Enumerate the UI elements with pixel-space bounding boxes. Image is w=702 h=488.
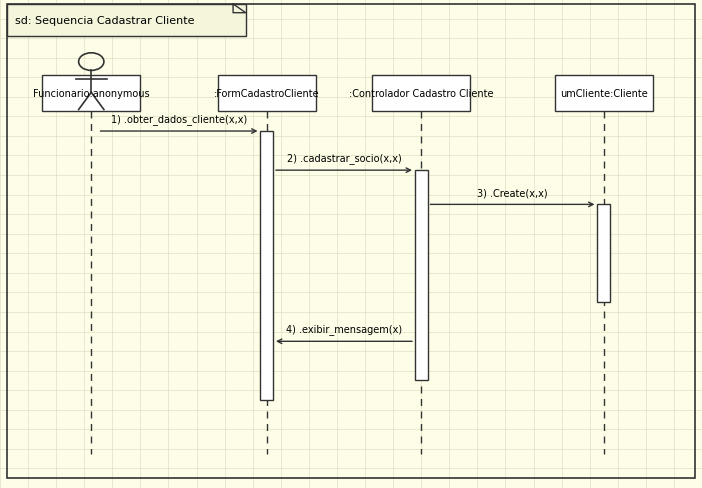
Text: umCliente:Cliente: umCliente:Cliente [559, 89, 647, 99]
Bar [218, 76, 316, 112]
Bar [7, 5, 246, 37]
Text: 3) .Create(x,x): 3) .Create(x,x) [477, 188, 548, 198]
Text: Funcionario:anonymous: Funcionario:anonymous [33, 89, 150, 99]
Bar [372, 76, 470, 112]
Bar [42, 76, 140, 112]
Text: :Controlador Cadastro Cliente: :Controlador Cadastro Cliente [349, 89, 494, 99]
Bar [415, 171, 428, 381]
Bar [555, 76, 653, 112]
Bar [260, 132, 273, 400]
Text: :FormCadastroCliente: :FormCadastroCliente [214, 89, 319, 99]
Bar [597, 205, 610, 303]
Text: sd: Sequencia Cadastrar Cliente: sd: Sequencia Cadastrar Cliente [15, 16, 195, 26]
Text: 4) .exibir_mensagem(x): 4) .exibir_mensagem(x) [286, 324, 402, 334]
Text: 1) .obter_dados_cliente(x,x): 1) .obter_dados_cliente(x,x) [111, 114, 247, 124]
Text: 2) .cadastrar_socio(x,x): 2) .cadastrar_socio(x,x) [286, 153, 402, 163]
